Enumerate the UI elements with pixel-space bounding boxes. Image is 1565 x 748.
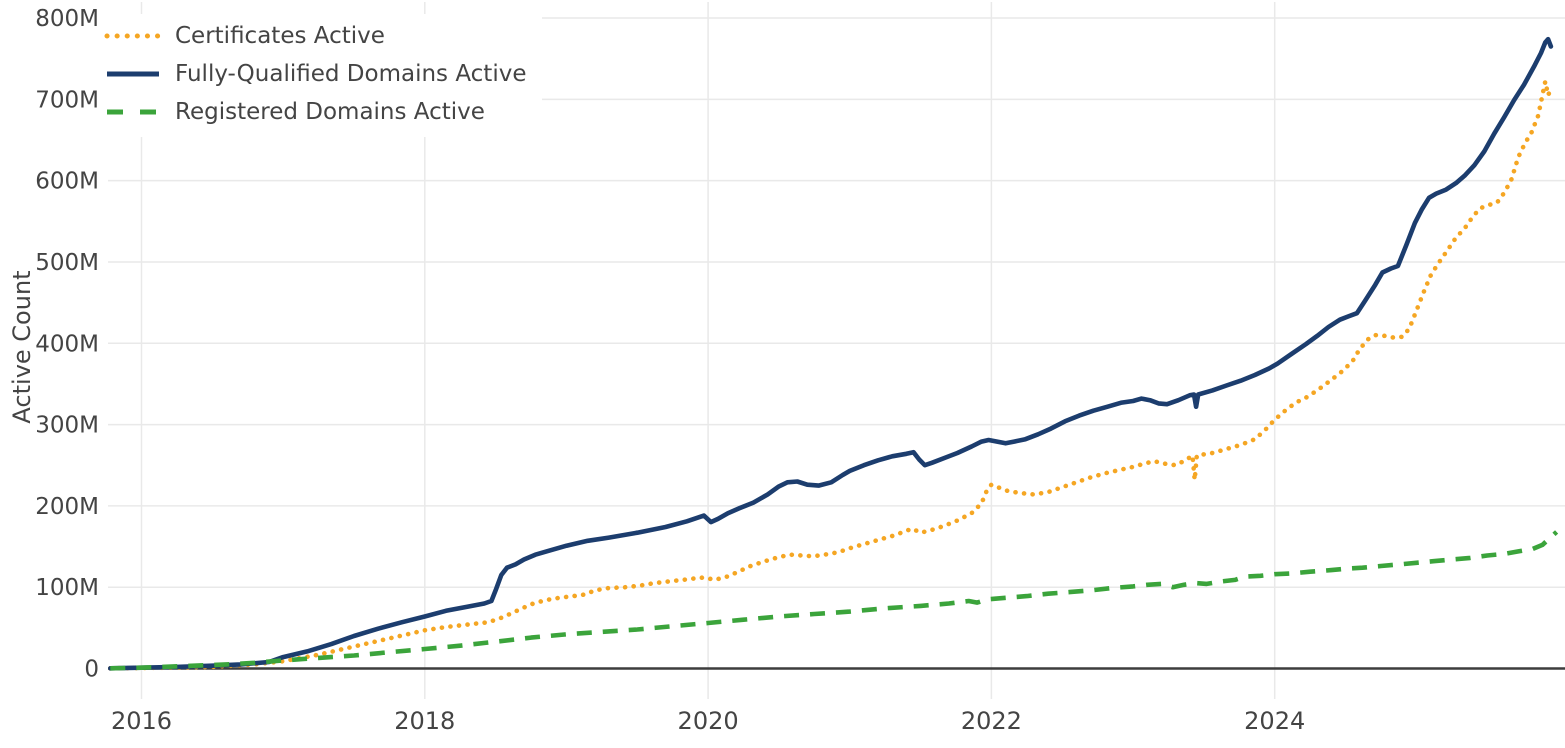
y-tick-label: 400M [35, 331, 99, 357]
legend-label: Registered Domains Active [175, 99, 485, 125]
y-tick-label: 500M [35, 250, 99, 276]
x-tick-label: 2016 [111, 707, 172, 735]
series-line-1[interactable] [108, 36, 1554, 671]
legend-label: Fully-Qualified Domains Active [175, 61, 527, 87]
y-tick-label: 100M [35, 575, 99, 601]
solid-line-swatch-icon [107, 71, 159, 77]
legend-item-registered-domains-active[interactable]: Registered Domains Active [104, 93, 526, 131]
series-line-2[interactable] [110, 530, 1559, 671]
y-tick-label: 600M [35, 169, 99, 195]
x-tick-label: 2018 [394, 707, 455, 735]
legend: Certificates Active Fully-Qualified Doma… [100, 14, 543, 137]
legend-label: Certificates Active [175, 23, 385, 49]
x-tick-label: 2022 [961, 707, 1022, 735]
dotted-line-swatch-icon [104, 33, 162, 39]
series-line-0[interactable] [108, 79, 1554, 671]
y-tick-label: 800M [35, 6, 99, 32]
x-tick-label: 2024 [1244, 707, 1305, 735]
y-tick-label: 200M [35, 494, 99, 520]
y-tick-label: 0 [84, 657, 99, 683]
legend-item-certificates-active[interactable]: Certificates Active [104, 17, 526, 55]
y-tick-label: 700M [35, 87, 99, 113]
y-tick-label: 300M [35, 413, 99, 439]
x-tick-label: 2020 [678, 707, 739, 735]
legend-item-fully-qualified-domains-active[interactable]: Fully-Qualified Domains Active [104, 55, 526, 93]
dashed-line-swatch-icon [107, 109, 159, 115]
y-axis-title: Active Count [8, 270, 36, 424]
